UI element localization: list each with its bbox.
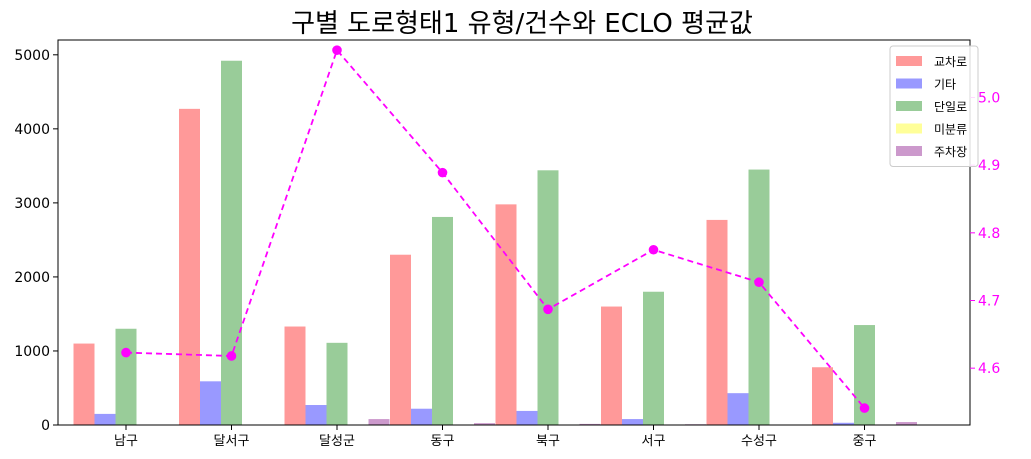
bar-3-4 (432, 216, 453, 425)
eclo-point-1 (121, 347, 131, 358)
bar-3-2 (221, 60, 242, 425)
legend-swatch (896, 78, 922, 89)
bar-1-6 (601, 306, 622, 425)
left-tick-label: 5000 (14, 48, 50, 64)
bar-2-7 (727, 393, 749, 425)
right-tick-label: 4.9 (978, 158, 1000, 174)
left-tick-label: 3000 (14, 196, 50, 212)
bar-3-3 (326, 342, 348, 425)
left-tick-label: 1000 (14, 344, 50, 360)
eclo-point-4 (437, 167, 448, 178)
legend-swatch (896, 101, 922, 111)
eclo-line-group (121, 45, 870, 413)
right-tick-label: 4.8 (978, 226, 1000, 242)
bar-2-8 (833, 422, 854, 425)
chart-title: 구별 도로형태1 유형/건수와 ECLO 평균값 (291, 9, 753, 39)
x-tick-label: 동구 (431, 434, 455, 449)
eclo-point-8 (859, 403, 870, 413)
bar-2-5 (516, 410, 538, 425)
bar-5-8 (896, 422, 917, 425)
bar-2-4 (411, 408, 432, 425)
bar-1-8 (812, 367, 833, 425)
right-tick-label: 4.6 (978, 361, 1000, 377)
bar-2-3 (305, 405, 327, 425)
eclo-point-6 (648, 244, 659, 255)
bar-1-5 (495, 204, 517, 425)
x-tick-label: 서구 (642, 434, 666, 449)
left-tick-label: 4000 (14, 122, 50, 138)
legend-label: 단일로 (934, 100, 967, 114)
x-axis: 남구 달서구 달성군 동구 북구 서구 수성구 중구 (114, 425, 876, 449)
bar-2-6 (622, 419, 643, 425)
bar-5-5 (579, 423, 601, 425)
bar-3-1 (115, 328, 137, 425)
x-tick-label: 북구 (536, 434, 560, 449)
x-tick-label: 중구 (853, 434, 877, 449)
bar-1-1 (73, 343, 95, 425)
eclo-point-7 (754, 277, 764, 288)
right-y-axis: 4.6 4.7 4.8 4.9 5.0 (970, 91, 1000, 377)
right-tick-label: 5.0 (978, 91, 1000, 107)
x-tick-label: 수성구 (741, 434, 777, 449)
legend-label: 미분류 (934, 123, 967, 137)
legend-label: 주차장 (934, 145, 967, 159)
eclo-point-2 (226, 351, 237, 361)
legend-swatch (896, 146, 922, 156)
bar-2-1 (94, 413, 116, 425)
bar-5-3 (368, 419, 390, 425)
bar-5-4 (474, 423, 495, 425)
legend-swatch (896, 123, 922, 134)
right-tick-label: 4.7 (978, 294, 1000, 310)
bar-2-2 (200, 381, 221, 425)
bar-3-8 (854, 325, 875, 425)
bar-1-2 (179, 108, 200, 425)
bar-1-3 (284, 326, 306, 425)
bar-3-7 (748, 169, 770, 425)
bar-1-7 (706, 219, 728, 425)
x-tick-label: 달서구 (214, 434, 250, 449)
legend-label: 교차로 (934, 55, 967, 69)
x-tick-label: 남구 (114, 434, 138, 449)
bar-1-4 (390, 254, 411, 425)
bars-group (73, 60, 917, 425)
eclo-point-5 (543, 304, 553, 315)
bar-3-6 (643, 291, 664, 425)
legend-label: 기타 (934, 78, 956, 92)
left-tick-label: 2000 (14, 270, 50, 286)
eclo-point-3 (332, 45, 342, 55)
legend-box (889, 45, 979, 167)
left-tick-label: 0 (41, 418, 50, 434)
bar-3-5 (537, 170, 559, 425)
legend-swatch (896, 56, 922, 66)
left-y-axis: 0 1000 2000 3000 4000 5000 (14, 48, 58, 434)
x-tick-label: 달성군 (319, 434, 355, 449)
